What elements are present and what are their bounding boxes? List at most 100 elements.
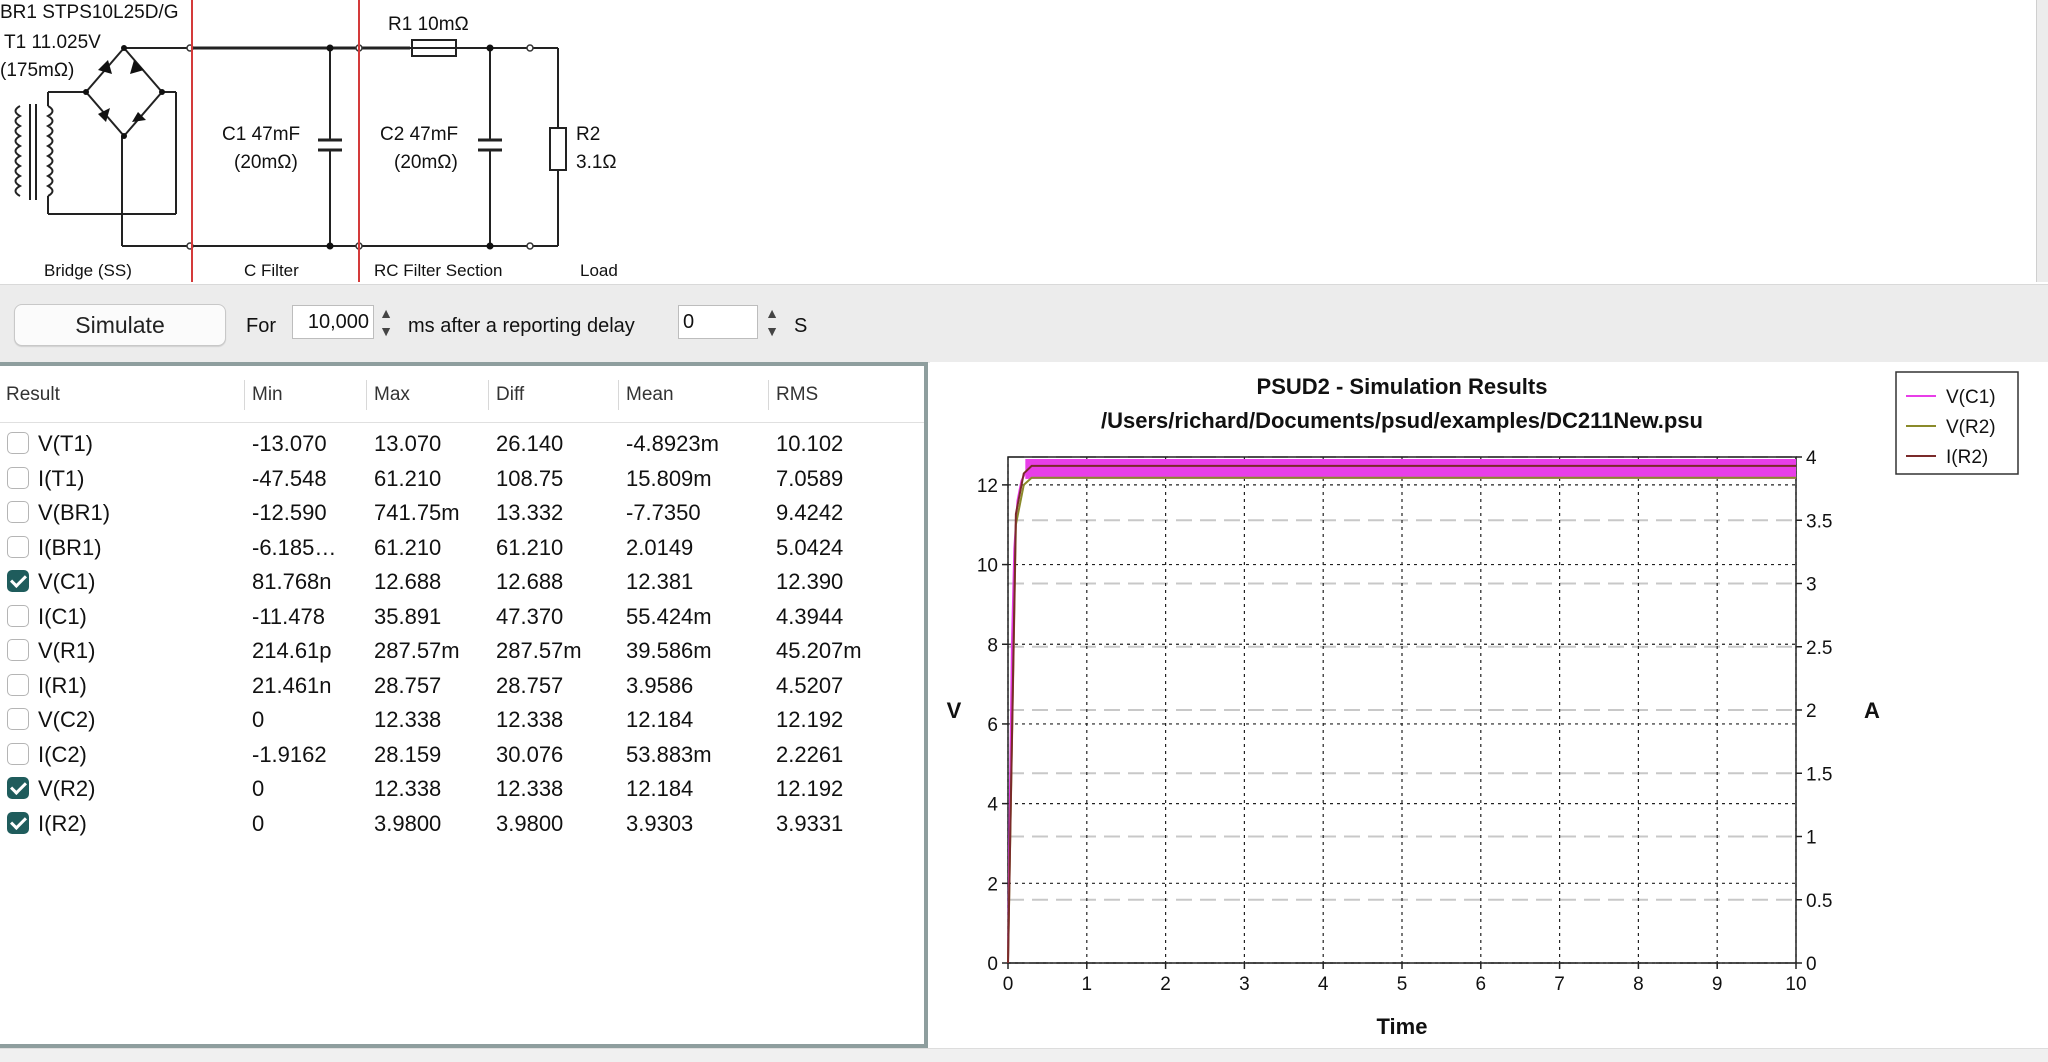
for-label: For xyxy=(246,315,276,337)
chart-title: PSUD2 - Simulation Results xyxy=(1257,374,1548,399)
stepper-up-icon[interactable]: ▲ xyxy=(379,305,393,321)
stepper-down-icon[interactable]: ▼ xyxy=(379,323,393,339)
cell-min: 21.461n xyxy=(252,672,332,698)
table-row[interactable]: I(BR1) -6.185… 61.210 61.210 2.0149 5.0424 xyxy=(0,530,924,564)
cell-max: 35.891 xyxy=(374,603,442,629)
legend-entry: V(R2) xyxy=(1946,417,1996,438)
cell-max: 12.338 xyxy=(374,776,442,801)
cell-name: I(BR1) xyxy=(38,534,102,560)
table-row[interactable]: V(R1) 214.61p 287.57m 287.57m 39.586m 45.207m xyxy=(0,633,924,667)
chart-canvas: PSUD2 - Simulation Results/Users/richard… xyxy=(947,371,2019,1039)
column-header-rms[interactable]: RMS xyxy=(776,384,819,405)
table-row[interactable]: V(T1) -13.070 13.070 26.140 -4.8923m 10.102 xyxy=(0,426,924,460)
cell-diff: 61.210 xyxy=(496,534,564,560)
row-checkbox[interactable] xyxy=(7,639,29,661)
cell-min: 214.61p xyxy=(252,638,332,663)
stepper-down-icon[interactable]: ▼ xyxy=(765,323,779,339)
duration-stepper-icon[interactable]: ▲ ▼ xyxy=(376,304,396,340)
column-header-diff[interactable]: Diff xyxy=(496,384,525,405)
column-header-result[interactable]: Result xyxy=(6,384,60,405)
row-checkbox[interactable] xyxy=(7,432,29,454)
delay-input[interactable] xyxy=(678,305,758,339)
schematic-drawing xyxy=(14,0,567,282)
row-checkbox[interactable] xyxy=(7,604,29,627)
table-row[interactable]: I(C2) -1.9162 28.159 30.076 53.883m 2.2261 xyxy=(0,737,924,771)
row-checkbox[interactable] xyxy=(7,570,29,592)
row-checkbox[interactable] xyxy=(7,466,29,489)
column-header-min[interactable]: Min xyxy=(252,384,283,405)
row-checkbox[interactable] xyxy=(7,811,29,834)
x-tick-label: 3 xyxy=(1239,974,1250,995)
table-row[interactable]: V(C2) 0 12.338 12.338 12.184 12.192 xyxy=(0,702,924,736)
cell-mean: 15.809m xyxy=(626,465,712,491)
cell-name: V(R1) xyxy=(38,638,96,663)
cell-rms: 45.207m xyxy=(776,638,862,663)
results-table-header: Result Min Max Diff Mean RMS xyxy=(0,366,924,423)
cell-diff: 28.757 xyxy=(496,672,564,698)
row-checkbox[interactable] xyxy=(7,501,29,523)
cell-rms: 2.2261 xyxy=(776,741,844,767)
table-row[interactable]: V(R2) 0 12.338 12.338 12.184 12.192 xyxy=(0,771,924,805)
column-header-mean[interactable]: Mean xyxy=(626,384,674,405)
cell-diff: 26.140 xyxy=(496,431,564,456)
y2-tick-label: 3 xyxy=(1806,575,1817,596)
row-checkbox[interactable] xyxy=(7,708,29,730)
delay-stepper-icon[interactable]: ▲ ▼ xyxy=(762,304,782,340)
table-row[interactable]: I(C1) -11.478 35.891 47.370 55.424m 4.3944 xyxy=(0,599,924,633)
cell-rms: 9.4242 xyxy=(776,500,844,525)
row-checkbox[interactable] xyxy=(7,777,29,799)
cell-max: 61.210 xyxy=(374,465,442,491)
cell-mean: 53.883m xyxy=(626,741,712,767)
cell-rms: 3.9331 xyxy=(776,810,844,836)
y-tick-label: 2 xyxy=(987,874,998,895)
status-bar xyxy=(0,1048,2048,1062)
y2-tick-label: 3.5 xyxy=(1806,511,1832,532)
table-row[interactable]: V(C1) 81.768n 12.688 12.688 12.381 12.390 xyxy=(0,564,924,598)
c1-esr-label: (20mΩ) xyxy=(234,152,298,173)
cell-rms: 10.102 xyxy=(776,431,844,456)
x-tick-label: 8 xyxy=(1633,974,1644,995)
transformer-voltage-label: T1 11.025V xyxy=(4,32,101,53)
cell-rms: 12.390 xyxy=(776,569,844,594)
cell-rms: 7.0589 xyxy=(776,465,844,491)
y2-tick-label: 2.5 xyxy=(1806,638,1832,659)
cell-mean: 12.381 xyxy=(626,569,694,594)
vertical-scrollbar[interactable] xyxy=(2036,0,2048,282)
y-axis-label: V xyxy=(947,698,962,723)
cell-max: 28.159 xyxy=(374,741,442,767)
row-checkbox[interactable] xyxy=(7,535,29,558)
cell-name: V(C1) xyxy=(38,569,96,594)
section-label-rc-filter: RC Filter Section xyxy=(374,261,503,280)
y2-tick-label: 0.5 xyxy=(1806,891,1832,912)
stepper-up-icon[interactable]: ▲ xyxy=(765,305,779,321)
cell-diff: 47.370 xyxy=(496,603,564,629)
duration-input[interactable] xyxy=(292,305,374,339)
results-table: Result Min Max Diff Mean RMS V(T1) -13.07… xyxy=(0,362,928,1048)
chart-subtitle: /Users/richard/Documents/psud/examples/D… xyxy=(1101,408,1703,433)
x-tick-label: 7 xyxy=(1554,974,1565,995)
cell-min: -13.070 xyxy=(252,431,327,456)
table-row[interactable]: I(R1) 21.461n 28.757 28.757 3.9586 4.5207 xyxy=(0,668,924,702)
cell-min: -47.548 xyxy=(252,465,327,491)
cell-min: 81.768n xyxy=(252,569,332,594)
column-header-max[interactable]: Max xyxy=(374,384,410,405)
cell-rms: 12.192 xyxy=(776,707,844,732)
row-checkbox[interactable] xyxy=(7,742,29,765)
cell-diff: 287.57m xyxy=(496,638,582,663)
cell-diff: 12.338 xyxy=(496,776,564,801)
cell-max: 13.070 xyxy=(374,431,442,456)
cell-min: 0 xyxy=(252,776,265,801)
simulate-button[interactable]: Simulate xyxy=(14,304,226,346)
x-tick-label: 1 xyxy=(1082,974,1093,995)
section-label-load: Load xyxy=(580,261,618,280)
table-row[interactable]: I(R2) 0 3.9800 3.9800 3.9303 3.9331 xyxy=(0,806,924,840)
cell-diff: 12.688 xyxy=(496,569,564,594)
cell-max: 28.757 xyxy=(374,672,442,698)
section-label-c-filter: C Filter xyxy=(244,261,299,280)
table-row[interactable]: I(T1) -47.548 61.210 108.75 15.809m 7.0589 xyxy=(0,461,924,495)
table-row[interactable]: V(BR1) -12.590 741.75m 13.332 -7.7350 9.4242 xyxy=(0,495,924,529)
row-checkbox[interactable] xyxy=(7,673,29,696)
circuit-schematic: BR1 STPS10L25D/G T1 11.025V (175mΩ) R1 1… xyxy=(0,0,2048,282)
x-tick-label: 0 xyxy=(1003,974,1014,995)
cell-min: 0 xyxy=(252,707,265,732)
